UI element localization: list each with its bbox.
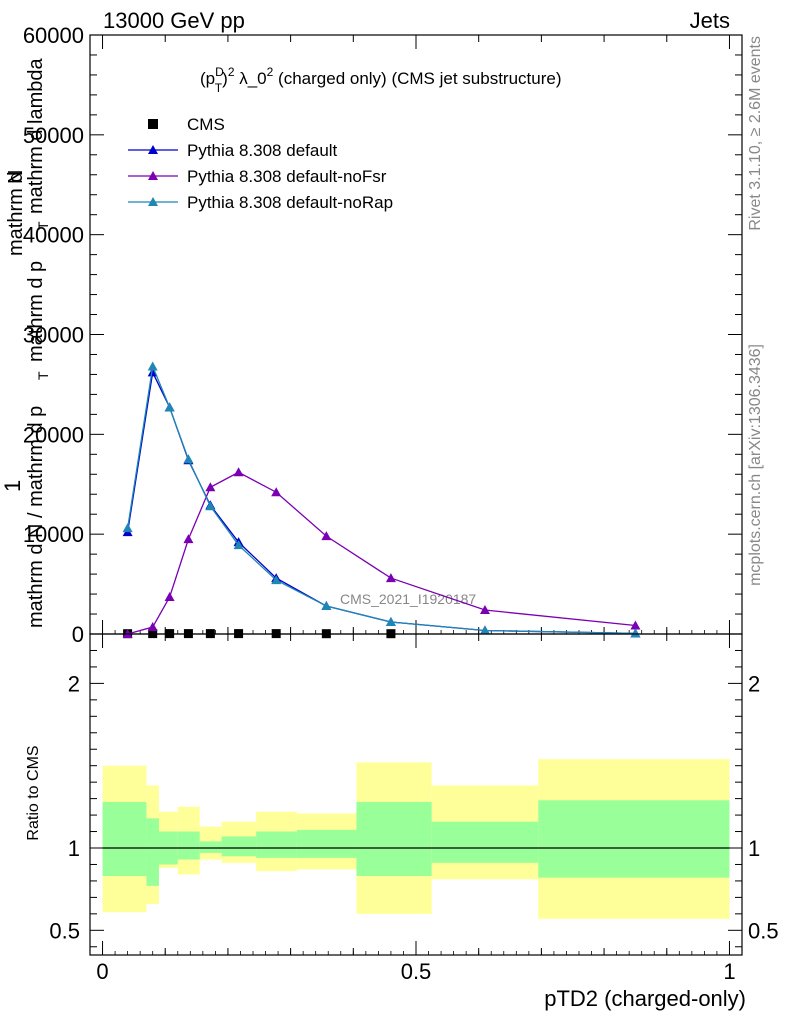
main-ytick-label: 50000 [23, 123, 84, 148]
ratio-band-green [538, 800, 730, 878]
x-axis-label: pTD2 (charged-only) [544, 986, 746, 1011]
main-ytick-labels: 0 10000 20000 30000 40000 50000 60000 [23, 23, 84, 647]
ratio-tick-labels: 0.5 0.5 1 1 2 2 0 0.5 1 [49, 671, 778, 984]
ylabel-part-5: N [5, 170, 27, 184]
legend-triangle-marker [148, 145, 158, 154]
ratio-xtick-label: 0 [96, 959, 108, 984]
legend-label: CMS [187, 115, 225, 134]
ratio-xtick-label: 1 [723, 959, 735, 984]
ratio-band-green [221, 836, 257, 857]
ratio-ytick-label-right: 1 [748, 836, 760, 861]
ratio-band-green [177, 831, 200, 860]
main-ytick-label: 0 [72, 622, 84, 647]
ratio-y-axis-label: Ratio to CMS [25, 745, 42, 840]
main-panel: 0 10000 20000 30000 40000 50000 60000 (pD T)2 λ… [0, 23, 743, 647]
main-ytick-label: 40000 [23, 223, 84, 248]
series-marker [479, 605, 490, 615]
ratio-band-green [356, 801, 432, 876]
series-marker [271, 487, 282, 497]
series-marker [479, 625, 490, 635]
series-marker [321, 601, 332, 611]
legend-square-marker [148, 119, 158, 129]
legend-triangle-marker [148, 171, 158, 180]
main-ytick-label: 20000 [23, 422, 84, 447]
legend-label: Pythia 8.308 default [187, 141, 338, 160]
legend-label: Pythia 8.308 default-noRap [187, 193, 393, 212]
main-ytick-label: 60000 [23, 23, 84, 48]
ylabel-part-3: 1 [0, 480, 25, 492]
series-marker [385, 617, 396, 627]
ylabel-part-6: mathrm d p [25, 261, 47, 362]
header-left-label: 13000 GeV pp [103, 8, 245, 33]
series-marker [164, 402, 175, 412]
series-marker [321, 531, 332, 541]
series-3 [122, 361, 641, 638]
ratio-panel: 0.5 0.5 1 1 2 2 0 0.5 1 Ratio to CMS pTD2 (charg… [25, 633, 779, 1011]
ratio-ytick-label-left: 2 [68, 671, 80, 696]
legend-triangle-marker [148, 197, 158, 206]
series-marker [183, 534, 194, 544]
series-marker [164, 592, 175, 602]
legend-item: Pythia 8.308 default-noRap [128, 193, 393, 212]
legend-label: Pythia 8.308 default-noFsr [187, 167, 387, 186]
series-marker [147, 361, 158, 371]
ylabel-part-1: mathrm d N / mathrm d p [25, 406, 47, 628]
series-marker [233, 467, 244, 477]
chart-title: (pD T)2 λ_02 (charged only) (CMS jet subs… [200, 65, 561, 95]
ratio-band-green [199, 841, 222, 853]
series-2 [122, 467, 641, 638]
header-right-label: Jets [690, 8, 730, 33]
legend-item: Pythia 8.308 default [128, 141, 338, 160]
ratio-ytick-label-right: 0.5 [748, 918, 779, 943]
legend-item: Pythia 8.308 default-noFsr [128, 167, 387, 186]
ratio-bands [102, 759, 730, 919]
series-marker [205, 482, 216, 492]
series-marker [385, 573, 396, 583]
ratio-band-green [256, 831, 297, 858]
series-marker [183, 454, 194, 464]
main-y-axis-label: mathrm d N / mathrm d p T 1 mathrm d N m… [0, 58, 51, 628]
ratio-ytick-label-left: 0.5 [49, 918, 80, 943]
main-ytick-label: 30000 [23, 323, 84, 348]
ratio-band-green [102, 801, 147, 876]
series-line [127, 471, 636, 635]
series-marker [630, 628, 641, 638]
series-marker [147, 622, 158, 632]
ratio-axis-ticks [90, 633, 742, 955]
analysis-watermark: CMS_2021_I1920187 [340, 591, 476, 607]
ylabel-part-4: mathrm d [5, 172, 27, 256]
series-marker [271, 575, 282, 585]
series-layer [122, 361, 641, 639]
ratio-band-green [296, 829, 357, 858]
mcplots-label: mcplots.cern.ch [arXiv:1306.3436] [747, 344, 764, 586]
series-marker [122, 523, 133, 533]
main-ytick-label: 10000 [23, 522, 84, 547]
ylabel-part-2: T [35, 371, 51, 380]
series-marker [630, 620, 641, 630]
ratio-band-green [431, 821, 539, 863]
series-marker [205, 501, 216, 511]
ratio-ytick-label-right: 2 [748, 671, 760, 696]
ylabel-part-7: T [35, 221, 51, 230]
ratio-ytick-label-left: 1 [68, 836, 80, 861]
legend-item: CMS [148, 115, 225, 134]
series-marker [233, 540, 244, 550]
ratio-band-green [146, 818, 159, 886]
rivet-version-label: Rivet 3.1.10, ≥ 2.6M events [747, 36, 764, 231]
ylabel-part-8: mathrm d lambda [25, 58, 47, 214]
legend: CMS Pythia 8.308 default Pythia 8.308 defa… [128, 115, 393, 212]
ratio-xtick-label: 0.5 [401, 959, 432, 984]
